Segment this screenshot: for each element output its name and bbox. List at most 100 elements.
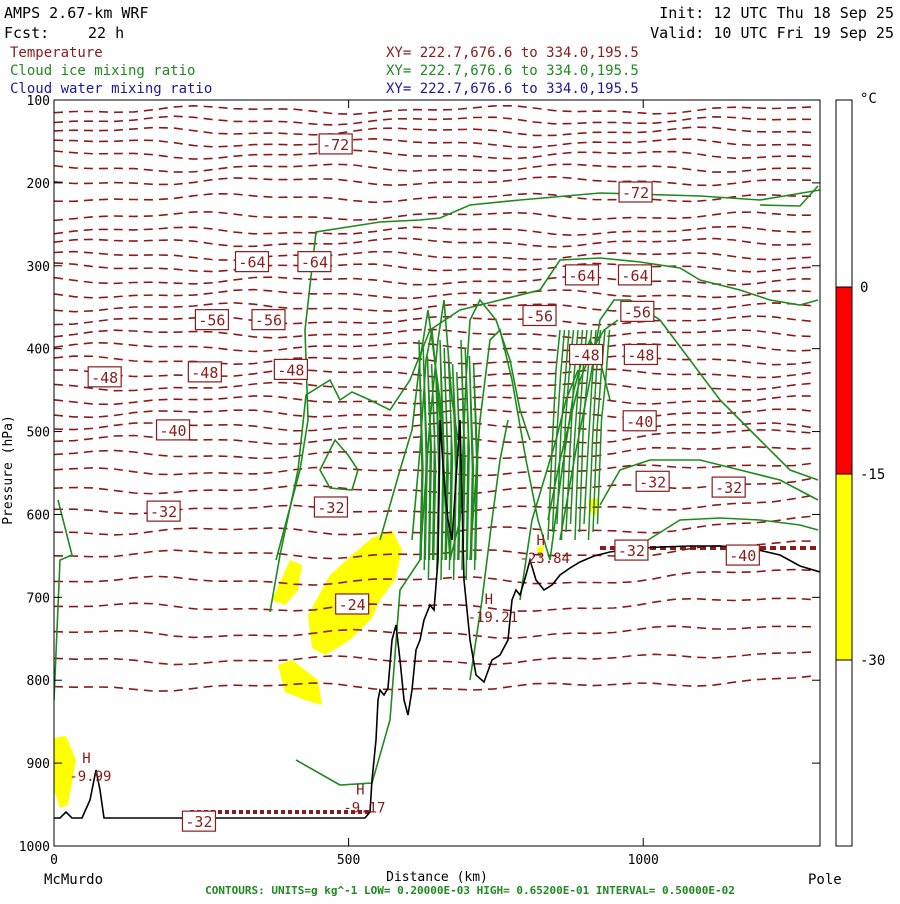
extremum-value: -19.21 <box>468 610 519 626</box>
ice-contour <box>411 298 531 561</box>
init-time: Init: 12 UTC Thu 18 Sep 25 <box>659 4 894 22</box>
ice-contour <box>422 347 428 571</box>
temperature-label-box <box>620 300 655 322</box>
shaded-region <box>278 660 322 705</box>
temperature-label-box <box>313 496 349 518</box>
y-tick-label: 600 <box>27 508 50 523</box>
temperature-label: -24 <box>339 596 366 614</box>
color-band-yellow <box>835 473 853 661</box>
temperature-contour <box>54 225 815 237</box>
y-tick-label: 200 <box>27 177 50 192</box>
ice-contour <box>319 438 359 491</box>
temperature-label: -32 <box>639 473 666 491</box>
terrain-line <box>54 419 820 819</box>
x-tick-label: 500 <box>337 853 360 868</box>
ice-contour <box>460 339 466 571</box>
temperature-label: -40 <box>626 413 653 431</box>
temperature-label-box <box>635 470 670 492</box>
temperature-label: -72 <box>322 136 349 154</box>
temperature-contour <box>54 381 815 393</box>
field-temperature: Temperature <box>10 45 103 61</box>
temperature-contour <box>54 250 815 262</box>
temperature-label: -56 <box>526 308 553 326</box>
extremum-value: -23.84 <box>519 551 570 567</box>
field-cloud-water-xy: XY= 222.7,676.6 to 334.0,195.5 <box>386 81 639 97</box>
temperature-label-box <box>618 181 653 203</box>
y-tick-label: 900 <box>27 757 50 772</box>
ice-contour <box>418 339 424 561</box>
ice-contour <box>447 355 454 571</box>
temperature-label: -48 <box>627 346 654 364</box>
temperature-labels: -72 -72 -64 -64 -64 -64 -56 -56 -56 -56 -48 -48 -48 -… <box>87 133 760 832</box>
right-endpoint: Pole <box>808 872 842 888</box>
temperature-label: -48 <box>573 346 600 364</box>
temperature-contour <box>54 262 815 273</box>
left-endpoint: McMurdo <box>44 872 103 888</box>
extremum-value: -9.17 <box>343 800 385 816</box>
ice-contour <box>472 363 479 571</box>
ice-contour <box>426 355 433 581</box>
temperature-contour <box>54 104 815 116</box>
ice-contour <box>275 189 820 561</box>
temperature-label-box <box>614 539 649 561</box>
temperature-contour <box>54 115 815 126</box>
ice-contour <box>759 185 819 207</box>
ice-contour <box>439 339 445 581</box>
color-bar-tick: -30 <box>860 653 885 669</box>
temperature-label-box <box>234 251 270 273</box>
temperature-label: -40 <box>159 422 186 440</box>
fcst-value: 22 h <box>88 24 124 42</box>
x-tick-label: 1000 <box>628 853 659 868</box>
temperature-label: -32 <box>185 813 212 831</box>
temperature-contour <box>54 315 815 326</box>
temperature-contour <box>54 275 815 286</box>
field-cloud-ice: Cloud ice mixing ratio <box>10 63 195 79</box>
temperature-label: -56 <box>198 312 225 330</box>
temperature-label: -32 <box>715 479 742 497</box>
model-title: AMPS 2.67-km WRF <box>4 4 149 22</box>
y-tick-label: 400 <box>27 343 50 358</box>
temperature-label-box <box>87 366 122 388</box>
ice-contour <box>596 329 611 525</box>
ice-contour <box>443 347 449 561</box>
x-tick-label: 0 <box>50 853 58 868</box>
temperature-label: -56 <box>624 303 651 321</box>
temperature-label-box <box>155 419 191 441</box>
temperature-label-box <box>622 410 657 432</box>
fcst-label: Fcst: <box>4 24 49 42</box>
temperature-contour <box>54 301 815 313</box>
temperature-label: -32 <box>317 499 344 517</box>
temperature-label-box <box>617 264 653 286</box>
temperature-label-box <box>564 264 600 286</box>
temperature-label-box <box>194 309 230 331</box>
y-tick-label: 300 <box>27 260 50 275</box>
color-band-red <box>835 286 853 475</box>
temperature-label-box <box>568 343 604 366</box>
valid-time: Valid: 10 UTC Fri 19 Sep 25 <box>650 24 894 42</box>
ice-contour <box>469 328 611 561</box>
contour-info: CONTOURS: UNITS=g kg^-1 LOW= 0.20000E-03… <box>205 884 735 897</box>
temperature-label-box <box>725 544 760 566</box>
ice-contour <box>599 459 819 506</box>
extremum-type: H <box>485 592 493 608</box>
y-axis-label: Pressure (hPa) <box>1 415 16 525</box>
temperature-contour <box>54 288 815 300</box>
temperature-label: -48 <box>91 369 118 387</box>
temperature-contour <box>54 675 815 692</box>
temperature-label: -64 <box>621 267 648 285</box>
y-tick-label: 1000 <box>19 840 50 855</box>
field-temperature-xy: XY= 222.7,676.6 to 334.0,195.5 <box>386 45 639 61</box>
ice-contour <box>269 257 819 613</box>
ice-contour <box>54 499 73 701</box>
temperature-contour <box>54 568 815 586</box>
extremum-value: -9.99 <box>69 769 111 785</box>
temperature-label: -56 <box>255 312 282 330</box>
temperature-label: -64 <box>238 254 265 272</box>
color-bar-unit: °C <box>860 91 877 107</box>
ice-contour <box>464 347 470 581</box>
field-cloud-water: Cloud water mixing ratio <box>10 81 212 97</box>
temperature-label: -64 <box>568 267 595 285</box>
ice-contour <box>469 419 509 681</box>
shaded-region <box>308 530 402 655</box>
temperature-label-box <box>623 343 658 366</box>
